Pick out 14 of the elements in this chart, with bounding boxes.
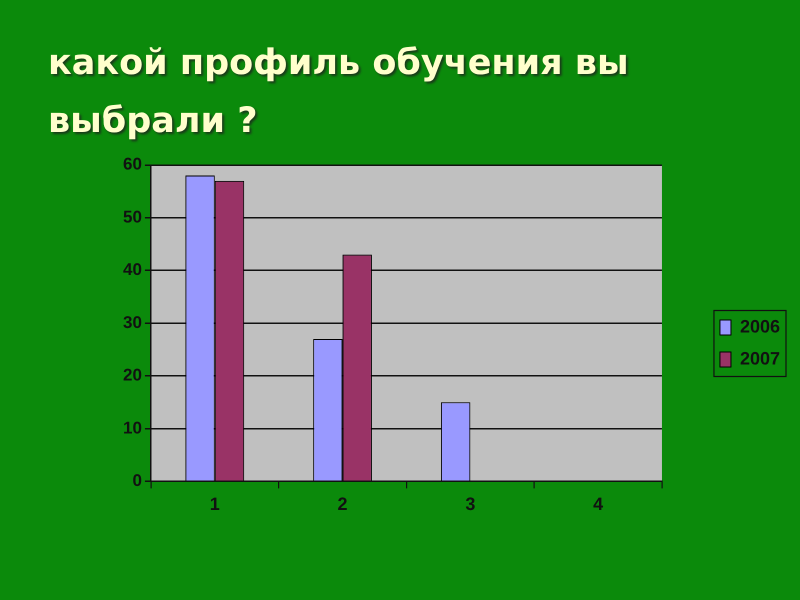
y-tick-label: 10 <box>122 418 142 438</box>
x-tick-label: 4 <box>593 494 604 514</box>
y-tick-label: 0 <box>132 471 142 490</box>
chart-title: какой профиль обучения вы выбрали ? <box>48 42 630 143</box>
y-tick-label: 40 <box>122 260 142 280</box>
y-tick-label: 50 <box>122 207 142 226</box>
y-tick-label: 20 <box>122 366 142 385</box>
legend-label: 2006 <box>740 316 780 336</box>
x-tick-label: 2 <box>338 494 348 514</box>
y-tick-label: 60 <box>122 154 142 174</box>
x-tick-label: 3 <box>465 494 476 514</box>
x-tick-label: 1 <box>210 494 220 514</box>
legend-label: 2007 <box>740 348 780 368</box>
y-tick-label: 30 <box>122 312 142 332</box>
